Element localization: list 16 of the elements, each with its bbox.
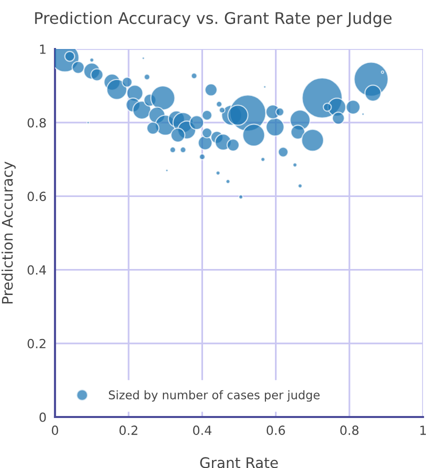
y-tick-label: 0.6 [28, 192, 46, 202]
y-tick-label: 0 [40, 412, 46, 422]
chart-title: Prediction Accuracy vs. Grant Rate per Judge [35, 12, 392, 28]
legend-label: Sized by number of cases per judge [108, 390, 320, 402]
x-tick-label: 0.8 [340, 426, 358, 436]
y-tick-label: 0.4 [28, 265, 46, 275]
x-tick-label: 0.2 [119, 426, 138, 436]
x-tick-label: 0.4 [193, 426, 212, 436]
y-tick-label: 0.8 [28, 118, 46, 128]
x-tick-label: 0 [52, 426, 58, 436]
x-axis-title: Grant Rate [200, 457, 278, 468]
y-tick-label: 1 [40, 44, 46, 54]
x-tick-label: 0.6 [266, 426, 285, 436]
y-axis-title: Prediction Accuracy [2, 162, 16, 304]
x-tick-label: 1 [420, 426, 426, 435]
y-tick-label: 0.2 [28, 338, 46, 348]
